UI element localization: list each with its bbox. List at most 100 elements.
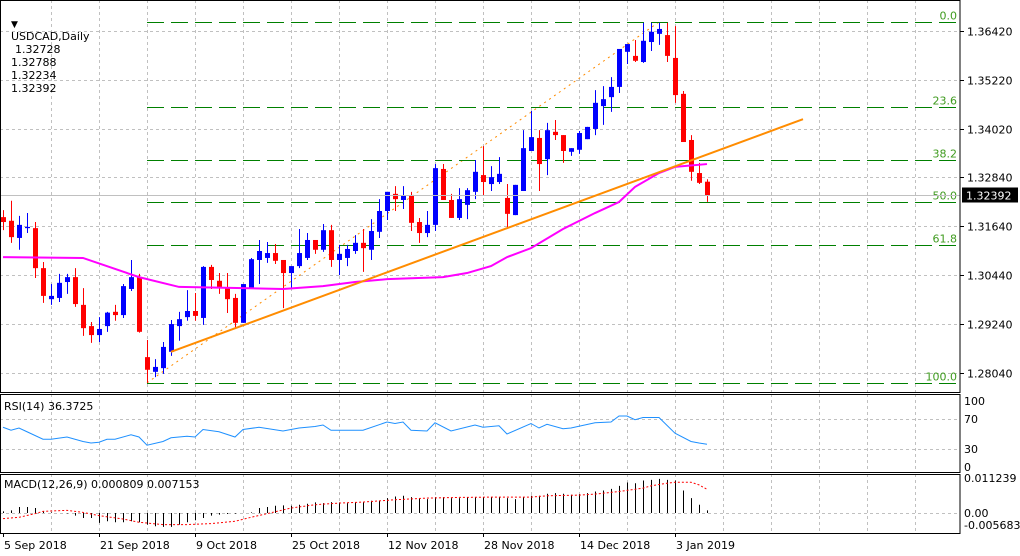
candle-body: [457, 199, 462, 218]
bearish-candle: [1, 210, 6, 231]
candle-body: [577, 133, 582, 150]
bearish-candle: [273, 244, 278, 265]
fib-level-label: 100.0: [926, 371, 958, 384]
candle-body: [673, 57, 678, 96]
date-tick-label: 28 Nov 2018: [484, 539, 554, 552]
candle-body: [665, 35, 670, 56]
bearish-candle: [9, 200, 14, 243]
bullish-candle: [289, 266, 294, 289]
bullish-candle: [473, 159, 478, 200]
bullish-candle: [649, 22, 654, 51]
bullish-candle: [201, 266, 206, 325]
candle-body: [393, 193, 398, 200]
bullish-candle: [105, 311, 110, 332]
bullish-candle: [49, 284, 54, 305]
candle-body: [329, 230, 334, 260]
candle-body: [185, 311, 190, 318]
candle-body: [481, 175, 486, 183]
candle-body: [73, 277, 78, 305]
bearish-candle: [561, 135, 566, 163]
candle-body: [617, 48, 622, 87]
bullish-candle: [433, 164, 438, 231]
bullish-candle: [161, 342, 166, 374]
candle-body: [33, 228, 38, 269]
bullish-candle: [641, 22, 646, 63]
date-tick-label: 12 Nov 2018: [388, 539, 458, 552]
price-tick-label: 1.28040: [967, 368, 1013, 381]
candle-body: [121, 286, 126, 316]
bullish-candle: [369, 219, 374, 260]
chart-header: ▼ USDCAD,Daily 1.32728 1.32788 1.32234 1…: [4, 4, 90, 95]
macd-tick-label: 0.011239: [964, 472, 1017, 485]
bullish-candle: [97, 317, 102, 343]
bearish-candle: [41, 262, 46, 303]
candle-body: [505, 197, 510, 214]
candle-body: [17, 224, 22, 238]
date-tick-label: 3 Jan 2019: [676, 539, 735, 552]
candle-body: [265, 253, 270, 258]
candle-body: [313, 239, 318, 250]
fib-level-label: 23.6: [933, 95, 958, 108]
bearish-candle: [665, 22, 670, 63]
bullish-candle: [169, 319, 174, 356]
bearish-candle: [89, 322, 94, 343]
bearish-candle: [225, 273, 230, 314]
bullish-candle: [17, 215, 22, 250]
candle-body: [649, 31, 654, 43]
candle-body: [705, 181, 710, 196]
candle-body: [217, 280, 222, 287]
bullish-candle: [153, 359, 158, 378]
candle-body: [385, 191, 390, 211]
date-tick-label: 14 Dec 2018: [580, 539, 650, 552]
bullish-candle: [305, 233, 310, 260]
bearish-candle: [537, 130, 542, 191]
bullish-candle: [385, 191, 390, 220]
candle-body: [41, 268, 46, 296]
candle-body: [169, 324, 174, 352]
dropdown-triangle-icon[interactable]: ▼: [11, 20, 18, 30]
candle-body: [537, 137, 542, 165]
candle-body: [609, 86, 614, 98]
bullish-candle: [265, 242, 270, 263]
candle-body: [65, 277, 70, 283]
bearish-candle: [329, 224, 334, 267]
candle-body: [697, 173, 702, 183]
candle-body: [441, 168, 446, 200]
candle-body: [297, 253, 302, 267]
bullish-candle: [585, 126, 590, 140]
bullish-candle: [177, 311, 182, 341]
bullish-candle: [657, 22, 662, 45]
bearish-candle: [673, 26, 678, 103]
bullish-candle: [465, 188, 470, 220]
macd-tick-label: 0.00: [964, 507, 989, 520]
bearish-candle: [33, 222, 38, 278]
bullish-candle: [25, 213, 30, 234]
bullish-candle: [425, 211, 430, 238]
candle-body: [89, 326, 94, 336]
rsi-tick-label: 100: [964, 395, 985, 408]
candle-body: [177, 319, 182, 327]
bullish-candle: [65, 273, 70, 294]
rsi-panel: [2, 415, 708, 446]
bullish-candle: [185, 290, 190, 321]
candle-body: [161, 346, 166, 369]
candle-body: [25, 226, 30, 229]
candle-body: [249, 259, 254, 289]
candle-body: [233, 297, 238, 323]
candle-body: [281, 259, 286, 274]
date-tick-label: 25 Oct 2018: [292, 539, 360, 552]
bullish-candle: [401, 186, 406, 209]
candle-body: [353, 242, 358, 251]
bullish-candle: [593, 90, 598, 136]
panel-frames: [0, 0, 961, 534]
bullish-candle: [321, 224, 326, 252]
bearish-candle: [417, 217, 422, 243]
candle-body: [145, 357, 150, 370]
panel-border: [0, 474, 961, 534]
bearish-candle: [697, 162, 702, 185]
candle-body: [641, 40, 646, 63]
candle-body: [689, 139, 694, 172]
bullish-candle: [377, 199, 382, 238]
trendline: [170, 118, 804, 353]
